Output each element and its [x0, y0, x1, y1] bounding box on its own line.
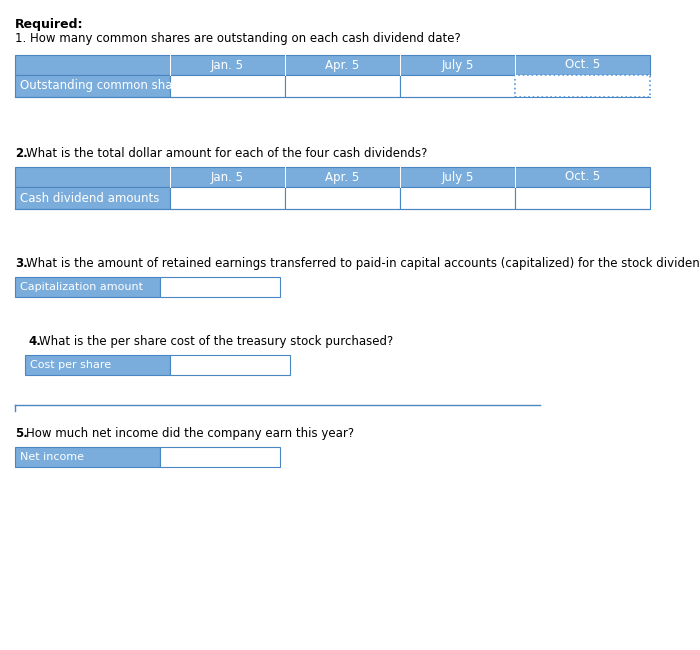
Bar [170, 75, 285, 97]
Bar [400, 75, 515, 97]
Bar [285, 187, 400, 209]
Bar [15, 447, 160, 467]
Text: Required:: Required: [15, 18, 83, 31]
Text: What is the total dollar amount for each of the four cash dividends?: What is the total dollar amount for each… [26, 147, 428, 160]
Bar [170, 187, 285, 209]
Text: Cost per share: Cost per share [30, 360, 111, 370]
Text: Jan. 5: Jan. 5 [211, 58, 244, 72]
Bar [15, 167, 650, 187]
Bar [25, 355, 170, 375]
Bar [515, 75, 650, 97]
Bar [285, 75, 400, 97]
Text: 2.: 2. [15, 147, 28, 160]
Bar [400, 187, 515, 209]
Text: Net income: Net income [20, 452, 84, 462]
Text: Apr. 5: Apr. 5 [326, 58, 360, 72]
Text: How much net income did the company earn this year?: How much net income did the company earn… [26, 427, 354, 440]
Bar [15, 75, 170, 97]
Bar [15, 277, 160, 297]
Text: Outstanding common shares: Outstanding common shares [20, 79, 190, 92]
Text: Apr. 5: Apr. 5 [326, 170, 360, 183]
Text: 5.: 5. [15, 427, 28, 440]
Text: 1. How many common shares are outstanding on each cash dividend date?: 1. How many common shares are outstandin… [15, 32, 461, 45]
Text: 4.: 4. [28, 335, 41, 348]
Text: What is the amount of retained earnings transferred to paid-in capital accounts : What is the amount of retained earnings … [26, 257, 700, 270]
Bar [160, 277, 280, 297]
Text: What is the per share cost of the treasury stock purchased?: What is the per share cost of the treasu… [39, 335, 393, 348]
Text: Oct. 5: Oct. 5 [565, 170, 600, 183]
Bar [15, 55, 650, 75]
Text: 3.: 3. [15, 257, 28, 270]
Bar [515, 187, 650, 209]
Text: July 5: July 5 [441, 58, 474, 72]
Text: Cash dividend amounts: Cash dividend amounts [20, 192, 160, 205]
Text: Jan. 5: Jan. 5 [211, 170, 244, 183]
Bar [15, 187, 170, 209]
Text: Oct. 5: Oct. 5 [565, 58, 600, 72]
Bar [160, 447, 280, 467]
Text: Capitalization amount: Capitalization amount [20, 282, 143, 292]
Bar [170, 355, 290, 375]
Text: July 5: July 5 [441, 170, 474, 183]
